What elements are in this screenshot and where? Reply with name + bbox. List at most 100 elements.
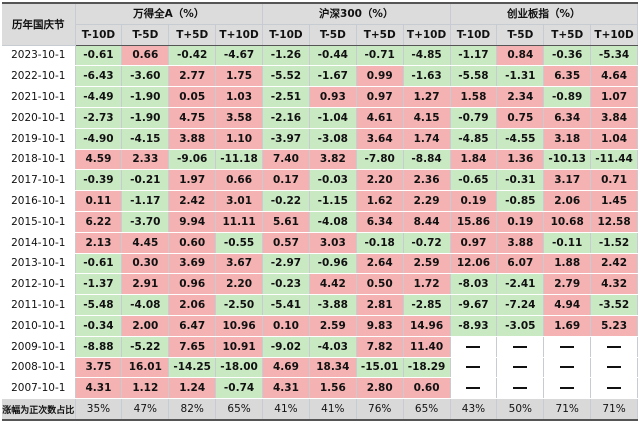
return-cell: 3.75 bbox=[75, 357, 123, 379]
return-cell: 18.34 bbox=[309, 357, 357, 379]
dash-mark bbox=[466, 345, 481, 348]
return-cell: 2.06 bbox=[543, 190, 592, 212]
dash-mark bbox=[607, 387, 622, 390]
sub-header: T-10D bbox=[450, 24, 498, 46]
dash-mark bbox=[607, 345, 622, 348]
row-date: 2010-10-1 bbox=[2, 315, 76, 337]
return-cell: 9.83 bbox=[356, 315, 404, 337]
return-cell: -3.70 bbox=[121, 211, 170, 233]
empty-dash-cell bbox=[590, 336, 638, 358]
return-cell: 14.96 bbox=[403, 315, 451, 337]
table-row: 2012-10-1 -1.37 2.91 0.96 2.20 -0.23 4.42 0.50 1… bbox=[2, 273, 638, 296]
row-date: 2011-10-1 bbox=[2, 294, 76, 316]
return-cell: -0.11 bbox=[543, 232, 592, 254]
return-cell: 1.10 bbox=[215, 128, 263, 150]
return-cell: 0.30 bbox=[121, 253, 170, 275]
return-cell: -18.00 bbox=[215, 357, 263, 379]
sub-header: T+10D bbox=[403, 24, 451, 46]
return-cell: -0.74 bbox=[215, 377, 263, 400]
return-cell: 1.84 bbox=[450, 149, 498, 171]
return-cell: -0.71 bbox=[356, 45, 404, 67]
summary-cell: 65% bbox=[403, 398, 451, 421]
return-cell: 3.03 bbox=[309, 232, 357, 254]
return-cell: 0.97 bbox=[450, 232, 498, 254]
return-cell: -3.97 bbox=[262, 128, 310, 150]
return-cell: 1.72 bbox=[403, 273, 451, 296]
return-cell: 0.10 bbox=[262, 315, 310, 337]
empty-dash-cell bbox=[450, 377, 498, 400]
return-cell: 6.34 bbox=[356, 211, 404, 233]
return-cell: -0.21 bbox=[121, 169, 170, 192]
return-cell: 0.93 bbox=[309, 86, 357, 108]
sub-header: T+5D bbox=[356, 24, 404, 46]
return-cell: -1.15 bbox=[309, 190, 357, 212]
empty-dash-cell bbox=[496, 377, 545, 400]
return-cell: -5.52 bbox=[262, 65, 310, 88]
corner-header: 历年国庆节 bbox=[2, 1, 76, 46]
row-date: 2013-10-1 bbox=[2, 253, 76, 275]
table-row: 2016-10-1 0.11 -1.17 2.42 3.01 -0.22 -1.15 1.62… bbox=[2, 190, 638, 212]
return-cell: -14.25 bbox=[168, 357, 217, 379]
return-cell: 6.47 bbox=[168, 315, 217, 337]
return-cell: 11.40 bbox=[403, 336, 451, 358]
return-cell: -0.34 bbox=[75, 315, 123, 337]
dash-mark bbox=[560, 387, 575, 390]
return-cell: 0.19 bbox=[496, 211, 545, 233]
return-cell: -5.34 bbox=[590, 45, 638, 67]
table-row: 2019-10-1 -4.90 -4.15 3.88 1.10 -3.97 -3.08 3.6… bbox=[2, 128, 638, 150]
return-cell: 4.32 bbox=[590, 273, 638, 296]
return-cell: -8.88 bbox=[75, 336, 123, 358]
empty-dash-cell bbox=[496, 336, 545, 358]
row-date: 2022-10-1 bbox=[2, 65, 76, 88]
return-cell: 1.62 bbox=[356, 190, 404, 212]
return-cell: -7.24 bbox=[496, 294, 545, 316]
return-cell: -5.22 bbox=[121, 336, 170, 358]
return-cell: -2.85 bbox=[403, 294, 451, 316]
row-date: 2015-10-1 bbox=[2, 211, 76, 233]
empty-dash-cell bbox=[450, 357, 498, 379]
summary-cell: 71% bbox=[543, 398, 592, 421]
group-header-wind-all-a: 万得全A（%） bbox=[75, 1, 263, 25]
return-cell: -0.96 bbox=[309, 253, 357, 275]
header-group-row: 历年国庆节 万得全A（%） 沪深300（%） 创业板指（%） bbox=[2, 1, 638, 46]
return-cell: -3.08 bbox=[309, 128, 357, 150]
return-cell: 3.88 bbox=[496, 232, 545, 254]
empty-dash-cell bbox=[543, 377, 592, 400]
return-cell: 4.69 bbox=[262, 357, 310, 379]
return-cell: 2.91 bbox=[121, 273, 170, 296]
return-cell: 2.42 bbox=[590, 253, 638, 275]
return-cell: 0.17 bbox=[262, 169, 310, 192]
return-cell: 3.64 bbox=[356, 128, 404, 150]
return-cell: -2.16 bbox=[262, 107, 310, 129]
return-cell: -8.93 bbox=[450, 315, 498, 337]
return-cell: 7.40 bbox=[262, 149, 310, 171]
empty-dash-cell bbox=[496, 357, 545, 379]
table-row: 2007-10-1 4.31 1.12 1.24 -0.74 4.31 1.56 2.80 0.… bbox=[2, 377, 638, 400]
return-cell: 0.66 bbox=[215, 169, 263, 192]
dash-mark bbox=[466, 387, 481, 390]
row-date: 2009-10-1 bbox=[2, 336, 76, 358]
return-cell: 2.20 bbox=[356, 169, 404, 192]
return-cell: 2.77 bbox=[168, 65, 217, 88]
return-cell: -0.65 bbox=[450, 169, 498, 192]
table-row: 2022-10-1 -6.43 -3.60 2.77 1.75 -5.52 -1.67 0.9… bbox=[2, 65, 638, 88]
return-cell: 1.27 bbox=[403, 86, 451, 108]
table-row: 2008-10-1 3.75 16.01 -14.25 -18.00 4.69 18.34-… bbox=[2, 357, 638, 379]
return-cell: -0.61 bbox=[75, 253, 123, 275]
dash-mark bbox=[466, 366, 481, 369]
header-sub-row: T-10D T-5D T+5D T+10D T-10D T-5D T+5D T+… bbox=[2, 24, 638, 46]
row-date: 2023-10-1 bbox=[2, 45, 76, 67]
table-row: 2021-10-1 -4.49 -1.90 0.05 1.03 -2.51 0.93 0.97… bbox=[2, 86, 638, 108]
return-cell: 1.07 bbox=[590, 86, 638, 108]
return-cell: -8.84 bbox=[403, 149, 451, 171]
return-cell: -2.73 bbox=[75, 107, 123, 129]
return-cell: 1.75 bbox=[215, 65, 263, 88]
return-cell: -5.58 bbox=[450, 65, 498, 88]
return-cell: 3.67 bbox=[215, 253, 263, 275]
summary-cell: 71% bbox=[590, 398, 638, 421]
return-cell: -0.72 bbox=[403, 232, 451, 254]
return-cell: 0.60 bbox=[168, 232, 217, 254]
return-cell: 16.01 bbox=[121, 357, 170, 379]
return-cell: 2.64 bbox=[356, 253, 404, 275]
return-cell: -6.43 bbox=[75, 65, 123, 88]
